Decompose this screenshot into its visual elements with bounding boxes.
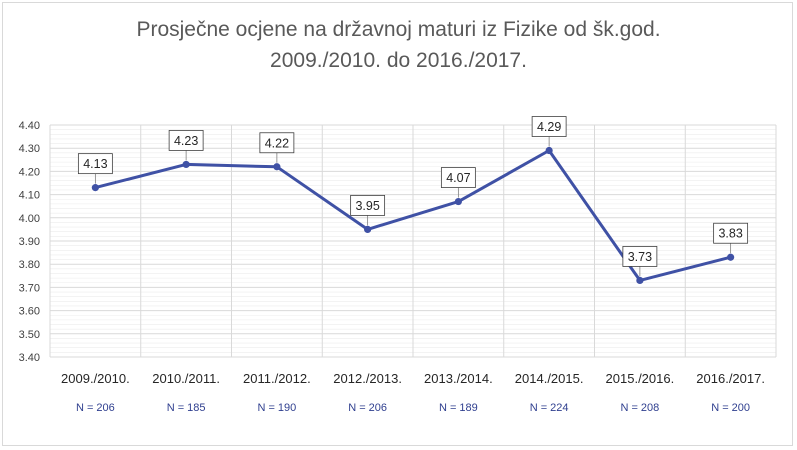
data-point — [182, 160, 190, 169]
chart-subtitle: 2009./2010. do 2016./2017. — [270, 49, 527, 72]
x-tick-label: 2016./2017. — [696, 371, 765, 386]
x-tick-label: 2011./2012. — [243, 371, 311, 386]
y-tick-label: 4.00 — [19, 213, 40, 225]
data-point — [364, 225, 372, 233]
data-label-box — [350, 194, 386, 216]
y-tick-label: 4.10 — [19, 190, 40, 202]
data-label-box — [168, 130, 204, 151]
data-label: 4.07 — [446, 171, 470, 185]
sample-size-label: N = 224 — [530, 402, 569, 414]
sample-size-label: N = 200 — [711, 402, 750, 414]
data-label: 3.95 — [355, 199, 379, 213]
sample-size-label: N = 185 — [167, 402, 206, 414]
y-tick-label: 4.40 — [19, 120, 40, 132]
data-label-box — [622, 246, 658, 267]
data-label-box — [531, 116, 567, 137]
data-label-box — [440, 167, 476, 188]
sample-size-label: N = 206 — [76, 402, 115, 414]
sample-size-label: N = 208 — [620, 402, 659, 414]
chart-frame — [2, 2, 793, 446]
sample-size-label: N = 189 — [439, 402, 478, 414]
data-label: 4.29 — [537, 120, 561, 134]
data-label-box — [259, 132, 295, 154]
x-tick-label: 2012./2013. — [333, 371, 402, 386]
data-point — [545, 146, 553, 155]
data-point — [636, 276, 644, 285]
x-tick-label: 2013./2014. — [424, 371, 493, 386]
x-tick-label: 2014./2015. — [515, 371, 584, 386]
y-tick-label: 3.50 — [19, 329, 40, 341]
data-label: 3.73 — [628, 250, 652, 264]
data-label: 4.23 — [174, 134, 198, 148]
data-label-box — [713, 222, 749, 244]
data-point — [273, 163, 281, 171]
y-tick-label: 3.40 — [19, 352, 40, 364]
sample-size-label: N = 190 — [257, 402, 296, 414]
x-tick-label: 2015./2016. — [606, 371, 675, 386]
y-tick-label: 3.60 — [19, 306, 40, 318]
y-tick-label: 3.80 — [19, 259, 40, 271]
data-point — [91, 184, 99, 192]
sample-size-label: N = 206 — [348, 402, 387, 414]
data-label-box — [77, 153, 113, 175]
data-label: 4.22 — [265, 136, 289, 150]
chart-title-block: Prosječne ocjene na državnoj maturi iz F… — [0, 14, 797, 76]
data-point — [454, 197, 462, 206]
y-tick-label: 4.20 — [19, 166, 40, 178]
data-label: 3.83 — [718, 227, 742, 241]
data-label: 4.13 — [83, 157, 107, 171]
x-tick-label: 2010./2011. — [152, 371, 220, 386]
y-tick-label: 4.30 — [19, 143, 40, 155]
chart-title: Prosječne ocjene na državnoj maturi iz F… — [136, 18, 661, 41]
y-tick-label: 3.70 — [19, 282, 40, 294]
y-tick-label: 3.90 — [19, 236, 40, 248]
x-tick-label: 2009./2010. — [61, 371, 130, 386]
data-point — [727, 253, 735, 261]
